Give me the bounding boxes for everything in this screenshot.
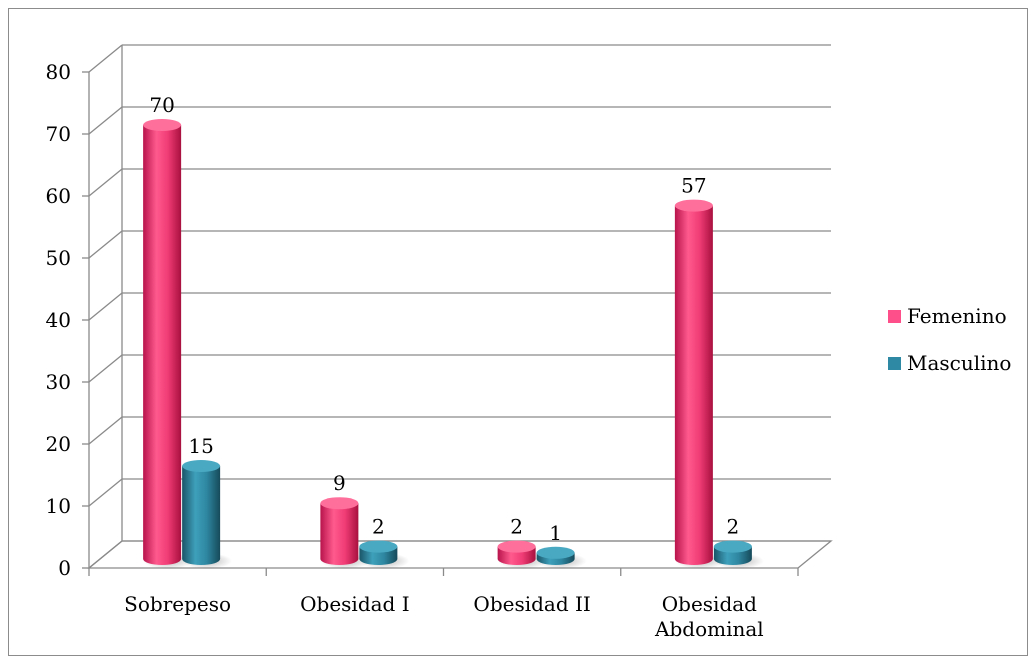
bar-top-femenino-1 [143, 119, 182, 131]
y-tick-label: 0 [58, 556, 71, 580]
data-label: 2 [510, 515, 523, 539]
chart-frame [8, 8, 1028, 656]
legend-swatch-femenino [888, 309, 901, 323]
y-tick-label: 80 [46, 60, 71, 84]
y-tick-label: 60 [46, 184, 71, 208]
data-label: 2 [727, 515, 740, 539]
x-category-label: Obesidad II [473, 592, 590, 616]
y-tick-label: 10 [46, 494, 71, 518]
bars [143, 119, 764, 569]
bar-top-masculino-3 [536, 546, 575, 559]
data-label: 1 [549, 521, 562, 545]
bar-femenino-2 [320, 503, 359, 565]
legend-item-femenino: Femenino [888, 303, 1011, 329]
legend-swatch-masculino [888, 356, 901, 370]
gridline-depth [88, 44, 123, 73]
y-axis-ticks: 0 10 20 30 40 50 60 70 80 [46, 60, 71, 580]
bar-femenino-1 [143, 125, 182, 565]
data-label: 70 [149, 93, 174, 117]
y-tick-label: 40 [46, 308, 71, 332]
bar-masculino-1 [182, 466, 221, 565]
legend-label-femenino: Femenino [907, 304, 1007, 328]
legend-item-masculino: Masculino [888, 350, 1011, 376]
bar-top-masculino-1 [182, 460, 221, 472]
gridline-depth [88, 168, 123, 197]
data-label: 9 [333, 471, 346, 495]
y-tick-label: 50 [46, 246, 71, 270]
gridline-depth [88, 478, 123, 507]
legend: Femenino Masculino [888, 303, 1011, 397]
bar-top-femenino-4 [674, 199, 713, 212]
data-label: 15 [188, 434, 213, 458]
x-category-label: Abdominal [654, 617, 764, 641]
x-category-label: Sobrepeso [124, 592, 231, 616]
gridline-depth [88, 106, 123, 135]
bar-top-femenino-3 [497, 540, 536, 553]
y-tick-label: 70 [46, 122, 71, 146]
y-tick-label: 30 [46, 370, 71, 394]
x-category-label: Obesidad I [300, 592, 409, 616]
legend-label-masculino: Masculino [907, 351, 1012, 375]
bar-top-masculino-2 [359, 540, 398, 553]
gridline-depth [88, 354, 123, 383]
y-tick-label: 20 [46, 432, 71, 456]
x-axis-categories: Sobrepeso Obesidad I Obesidad II ObesidadAb… [124, 592, 764, 641]
data-labels: 70 15 9 2 2 1 57 2 [149, 93, 739, 545]
bar-femenino-4 [674, 205, 713, 565]
bar-top-femenino-2 [320, 497, 359, 510]
data-label: 2 [372, 515, 385, 539]
data-label: 57 [681, 174, 706, 198]
x-category-label: Obesidad [662, 592, 757, 616]
gridline-depth [88, 230, 123, 259]
gridline-depth [88, 292, 123, 321]
bar-top-masculino-4 [713, 540, 752, 553]
gridline-depth [88, 416, 123, 445]
